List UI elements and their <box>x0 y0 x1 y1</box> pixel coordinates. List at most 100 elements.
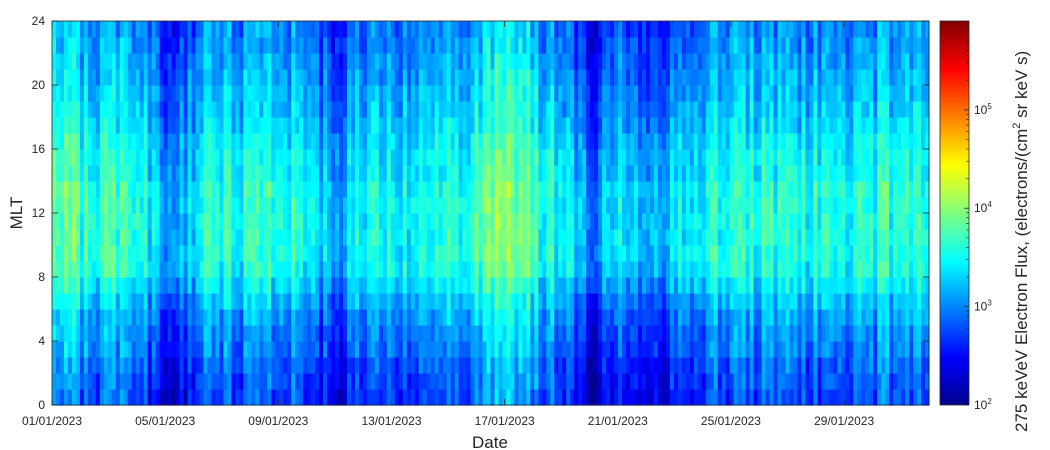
heatmap-cell <box>378 197 384 214</box>
heatmap-cell <box>821 245 826 262</box>
heatmap-cell <box>311 85 316 102</box>
heatmap-cell <box>526 245 531 262</box>
heatmap-cell <box>809 53 814 70</box>
heatmap-cell <box>709 357 715 374</box>
heatmap-cell <box>821 309 826 326</box>
heatmap-cell <box>179 293 185 310</box>
heatmap-cell <box>462 389 468 406</box>
heatmap-cell <box>339 197 344 214</box>
heatmap-cell <box>602 133 607 150</box>
heatmap-cell <box>99 85 105 102</box>
heatmap-cell <box>418 261 424 278</box>
heatmap-cell <box>303 149 308 166</box>
heatmap-cell <box>506 37 512 54</box>
heatmap-cell <box>594 293 599 310</box>
heatmap-cell <box>211 341 217 358</box>
heatmap-cell <box>574 197 579 214</box>
heatmap-cell <box>649 53 655 70</box>
heatmap-cell <box>789 389 795 406</box>
heatmap-cell <box>817 117 822 134</box>
heatmap-cell <box>522 245 527 262</box>
heatmap-cell <box>813 85 818 102</box>
heatmap-cell <box>131 181 137 198</box>
heatmap-cell <box>303 277 308 294</box>
heatmap-cell <box>809 229 814 246</box>
heatmap-cell <box>283 181 288 198</box>
heatmap-cell <box>661 37 667 54</box>
heatmap-cell <box>558 101 563 118</box>
heatmap-cell <box>562 133 567 150</box>
heatmap-cell <box>450 293 456 310</box>
heatmap-cell <box>689 229 695 246</box>
heatmap-cell <box>514 373 520 390</box>
heatmap-cell <box>247 261 252 278</box>
heatmap-cell <box>861 341 866 358</box>
heatmap-cell <box>546 373 551 390</box>
heatmap-cell <box>358 325 364 342</box>
heatmap-cell <box>610 117 615 134</box>
heatmap-cell <box>566 53 571 70</box>
heatmap-cell <box>673 229 679 246</box>
heatmap-cell <box>454 133 460 150</box>
heatmap-cell <box>362 197 368 214</box>
heatmap-cell <box>287 277 292 294</box>
heatmap-cell <box>454 341 460 358</box>
heatmap-cell <box>390 293 396 310</box>
heatmap-cell <box>705 293 711 310</box>
heatmap-cell <box>753 373 759 390</box>
heatmap-cell <box>630 69 635 86</box>
heatmap-cell <box>103 389 109 406</box>
heatmap-cell <box>522 165 527 182</box>
heatmap-cell <box>215 53 221 70</box>
heatmap-cell <box>343 197 348 214</box>
heatmap-cell <box>307 21 312 38</box>
heatmap-cell <box>685 117 691 134</box>
heatmap-cell <box>59 373 65 390</box>
heatmap-cell <box>873 69 878 86</box>
heatmap-cell <box>55 101 61 118</box>
heatmap-cell <box>91 69 97 86</box>
heatmap-cell <box>797 261 803 278</box>
heatmap-cell <box>582 197 587 214</box>
heatmap-cell <box>426 261 432 278</box>
heatmap-cell <box>307 133 312 150</box>
heatmap-cell <box>685 229 691 246</box>
heatmap-cell <box>291 293 296 310</box>
heatmap-cell <box>398 389 404 406</box>
heatmap-cell <box>737 69 743 86</box>
heatmap-cell <box>354 133 360 150</box>
heatmap-cell <box>490 245 496 262</box>
heatmap-cell <box>127 197 133 214</box>
heatmap-cell <box>343 261 348 278</box>
heatmap-cell <box>813 357 818 374</box>
heatmap-cell <box>227 357 232 374</box>
heatmap-cell <box>793 101 799 118</box>
heatmap-cell <box>510 133 516 150</box>
heatmap-cell <box>335 245 340 262</box>
heatmap-cell <box>558 117 563 134</box>
heatmap-cell <box>323 325 328 342</box>
heatmap-cell <box>63 69 69 86</box>
heatmap-cell <box>107 213 113 230</box>
heatmap-cell <box>510 325 516 342</box>
heatmap-cell <box>641 21 647 38</box>
heatmap-cell <box>717 261 723 278</box>
heatmap-cell <box>841 117 846 134</box>
heatmap-cell <box>203 101 209 118</box>
heatmap-cell <box>59 37 65 54</box>
heatmap-cell <box>777 21 783 38</box>
heatmap-cell <box>717 389 723 406</box>
heatmap-cell <box>829 101 834 118</box>
heatmap-cell <box>857 277 862 294</box>
heatmap-cell <box>263 325 268 342</box>
heatmap-cell <box>661 117 667 134</box>
heatmap-cell <box>614 309 619 326</box>
heatmap-cell <box>534 37 539 54</box>
heatmap-cell <box>645 261 651 278</box>
heatmap-cell <box>657 85 663 102</box>
heatmap-cell <box>462 325 468 342</box>
heatmap-cell <box>211 229 217 246</box>
heatmap-cell <box>530 341 535 358</box>
heatmap-cell <box>657 213 663 230</box>
heatmap-cell <box>813 117 818 134</box>
